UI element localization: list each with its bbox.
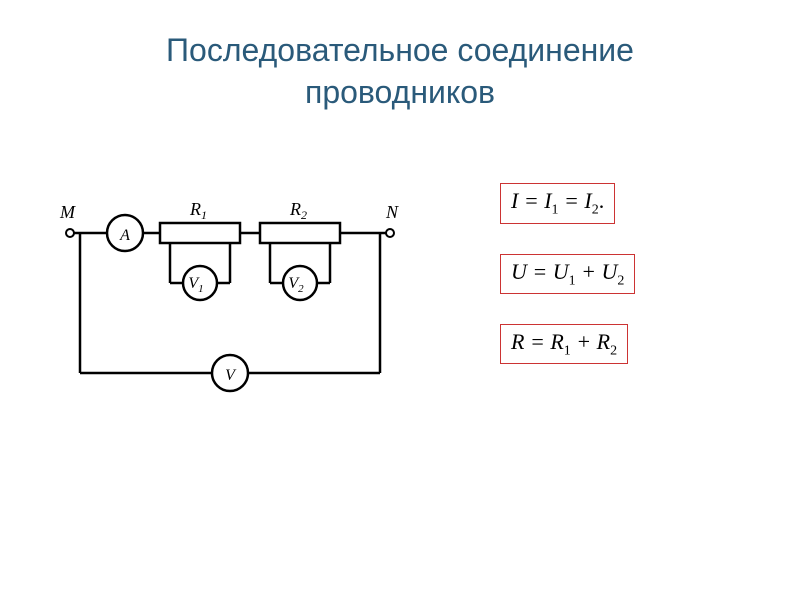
resistor-r2 [260,223,340,243]
formula-current: I = I1 = I2. [500,183,615,223]
resistor-r1 [160,223,240,243]
title-line1: Последовательное соединение [0,30,800,72]
formula-voltage: U = U1 + U2 [500,254,635,294]
content-area: A V1 [0,153,800,453]
terminal-n [386,229,394,237]
ammeter-label: A [119,227,130,244]
label-m: M [59,202,76,222]
formula-resistance: R = R1 + R2 [500,324,628,364]
terminal-m [66,229,74,237]
circuit-diagram: A V1 [40,153,420,453]
title-container: Последовательное соединение проводников [0,0,800,153]
label-r2: R2 [289,199,307,222]
formulas-area: I = I1 = I2. U = U1 + U2 R = R1 + R2 [420,153,760,453]
label-r1: R1 [189,199,207,222]
title-line2: проводников [0,72,800,114]
label-n: N [385,202,399,222]
circuit-svg: A V1 [40,153,420,453]
